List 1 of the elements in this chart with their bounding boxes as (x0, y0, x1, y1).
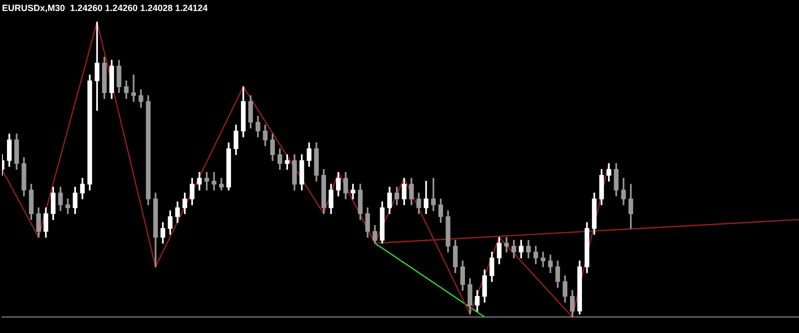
chart-title: EURUSDx,M30 1.24260 1.24260 1.24028 1.24124 (2, 2, 208, 13)
